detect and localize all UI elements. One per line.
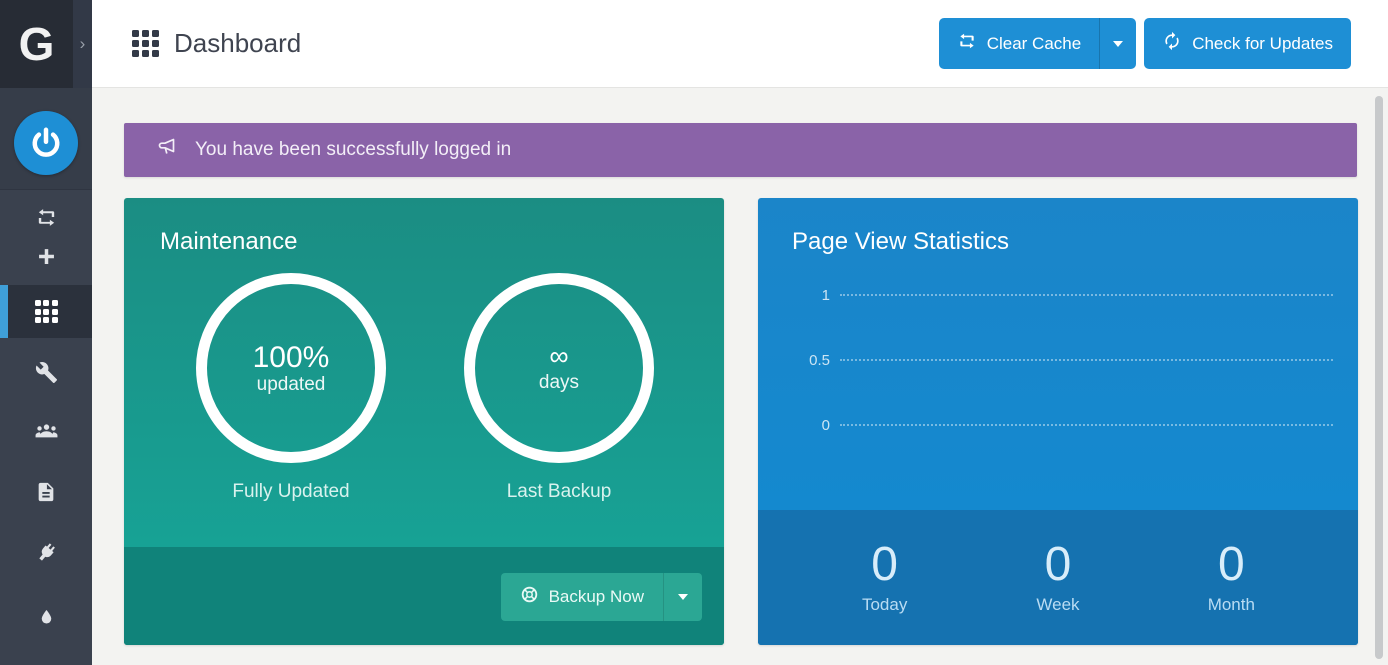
wrench-icon xyxy=(35,361,58,389)
grid-icon xyxy=(34,300,58,323)
maintenance-footer: Backup Now xyxy=(124,547,724,645)
page-title-text: Dashboard xyxy=(174,28,302,58)
chart-gridline-row: 1 xyxy=(758,284,1358,306)
counter-month-value: 0 xyxy=(1217,538,1245,592)
bullhorn-icon xyxy=(158,135,182,165)
sidebar xyxy=(0,88,92,665)
sidebar-item-dashboard[interactable] xyxy=(0,285,92,338)
power-logo-icon[interactable] xyxy=(14,111,78,175)
sidebar-item-plugins[interactable] xyxy=(0,535,92,575)
clear-cache-label: Clear Cache xyxy=(986,33,1082,53)
chart-gridline-row: 0.5 xyxy=(758,349,1358,371)
plus-icon xyxy=(36,246,57,272)
counter-today-value: 0 xyxy=(871,538,898,592)
users-icon xyxy=(34,419,59,449)
sidebar-collapse-toggle[interactable]: › xyxy=(73,0,92,88)
repeat-icon xyxy=(35,206,58,234)
life-ring-icon xyxy=(520,585,539,609)
app-logo[interactable]: G xyxy=(0,0,73,88)
repeat-icon xyxy=(957,31,977,56)
counter-month-label: Month xyxy=(1207,594,1255,614)
update-unit: updated xyxy=(256,373,326,395)
chart-gridline-row: 0 xyxy=(758,414,1358,436)
caret-down-icon xyxy=(1113,40,1124,47)
active-indicator xyxy=(0,285,8,338)
gridline xyxy=(840,294,1333,296)
backup-dropdown[interactable] xyxy=(663,573,702,621)
gridline xyxy=(840,359,1333,361)
logo-letter: G xyxy=(18,18,55,70)
counter-today-label: Today xyxy=(861,594,908,614)
sidebar-item-add[interactable] xyxy=(0,239,92,279)
plug-icon xyxy=(35,541,58,569)
y-tick-label: 0.5 xyxy=(809,351,830,369)
sidebar-item-settings[interactable] xyxy=(0,355,92,395)
backup-age-gauge: ∞ days xyxy=(464,273,654,463)
flash-message-text: You have been successfully logged in xyxy=(195,139,512,160)
maintenance-title: Maintenance xyxy=(160,228,298,255)
clear-cache-button[interactable]: Clear Cache xyxy=(938,18,1100,69)
sidebar-item-users[interactable] xyxy=(0,414,92,454)
caret-down-icon xyxy=(678,594,688,600)
backup-gauge-caption: Last Backup xyxy=(506,481,612,502)
counter-month: 0 Month xyxy=(1161,538,1301,614)
sidebar-item-updates[interactable] xyxy=(0,200,92,240)
backup-split-button: Backup Now xyxy=(500,573,702,621)
stats-title: Page View Statistics xyxy=(792,228,1009,255)
refresh-icon xyxy=(1162,31,1182,56)
header-actions: Clear Cache Check for Updates xyxy=(938,18,1351,69)
counter-week: 0 Week xyxy=(988,538,1128,614)
update-status-gauge: 100% updated xyxy=(196,273,386,463)
counter-today: 0 Today xyxy=(815,538,955,614)
backup-age-value: ∞ xyxy=(549,341,569,372)
droplet-icon xyxy=(37,608,56,632)
sidebar-item-pages[interactable] xyxy=(0,474,92,514)
document-icon xyxy=(35,481,57,508)
page-view-statistics-widget: Page View Statistics 1 0.5 0 0 Today 0 W… xyxy=(758,198,1358,645)
clear-cache-split-button: Clear Cache xyxy=(938,18,1137,69)
y-tick-label: 1 xyxy=(821,286,830,304)
update-percent: 100% xyxy=(252,340,330,374)
maintenance-widget: Maintenance 100% updated ∞ days Fully Up… xyxy=(124,198,724,645)
stats-footer: 0 Today 0 Week 0 Month xyxy=(758,510,1358,645)
backup-age-unit: days xyxy=(538,371,580,393)
chevron-right-icon: › xyxy=(79,34,86,53)
clear-cache-dropdown[interactable] xyxy=(1099,18,1137,69)
check-updates-button[interactable]: Check for Updates xyxy=(1144,18,1351,69)
dashboard-grid-icon xyxy=(132,30,159,57)
counter-week-label: Week xyxy=(1036,594,1080,614)
y-tick-label: 0 xyxy=(821,416,830,434)
check-updates-label: Check for Updates xyxy=(1192,33,1333,53)
backup-now-button[interactable]: Backup Now xyxy=(500,573,663,621)
backup-now-label: Backup Now xyxy=(548,587,644,606)
flash-message[interactable]: You have been successfully logged in xyxy=(124,123,1357,177)
sidebar-item-theme[interactable] xyxy=(0,600,92,640)
update-gauge-caption: Fully Updated xyxy=(232,481,350,502)
counter-week-value: 0 xyxy=(1044,538,1072,592)
page-title: Dashboard xyxy=(132,28,301,59)
header: Dashboard Clear Cache Check for Updates xyxy=(92,0,1388,88)
gridline xyxy=(840,424,1333,426)
vertical-scrollbar[interactable] xyxy=(1375,96,1383,659)
